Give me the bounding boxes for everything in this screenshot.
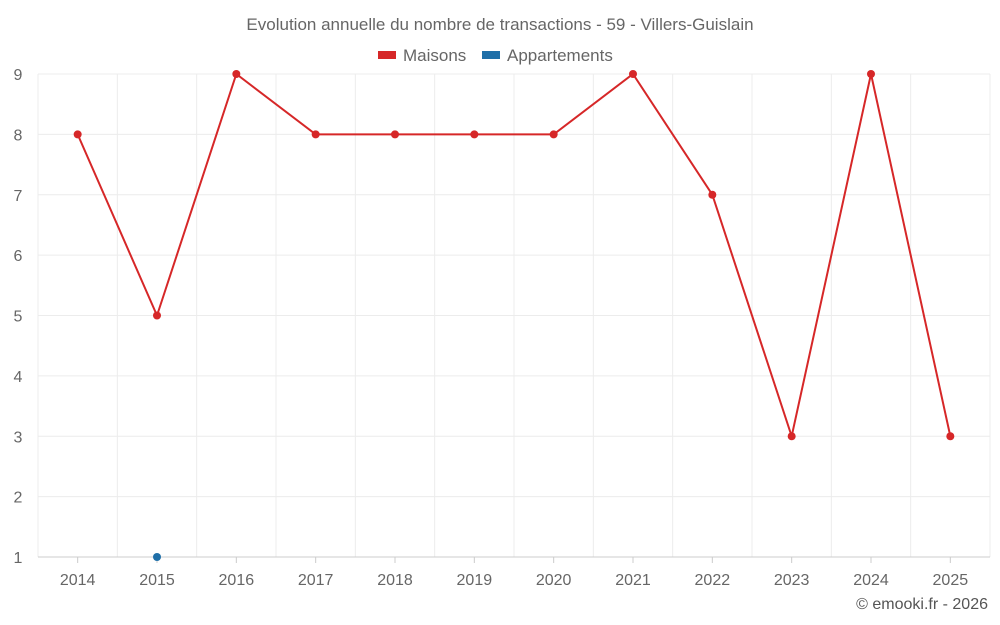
chart-axes <box>38 556 990 563</box>
legend-swatch <box>378 51 396 59</box>
y-tick-label: 1 <box>14 550 23 567</box>
x-tick-label: 2023 <box>774 572 810 589</box>
y-axis-ticks: 1 2 3 4 5 6 7 8 9 <box>14 67 23 567</box>
y-tick-label: 2 <box>14 490 23 507</box>
y-tick-label: 8 <box>14 127 23 144</box>
y-tick-label: 4 <box>14 369 23 386</box>
y-tick-label: 9 <box>14 67 23 84</box>
legend-label: Appartements <box>507 46 613 65</box>
data-point[interactable] <box>946 432 955 441</box>
x-tick-label: 2020 <box>536 572 572 589</box>
y-tick-label: 5 <box>14 309 23 326</box>
x-tick-label: 2021 <box>615 572 651 589</box>
legend-label: Maisons <box>403 46 466 65</box>
x-tick-label: 2017 <box>298 572 334 589</box>
data-point[interactable] <box>311 130 320 139</box>
legend-item-appartements[interactable]: Appartements <box>482 46 613 65</box>
chart-legend: Maisons Appartements <box>378 46 613 65</box>
x-axis-ticks: 2014 2015 2016 2017 2018 2019 2020 2021 2022 2023… <box>60 572 968 589</box>
x-tick-label: 2025 <box>933 572 969 589</box>
y-tick-label: 7 <box>14 188 23 205</box>
y-tick-label: 3 <box>14 429 23 446</box>
data-point[interactable] <box>629 70 637 78</box>
legend-swatch <box>482 51 500 59</box>
data-point[interactable] <box>787 432 796 441</box>
chart-series <box>73 70 955 561</box>
data-point[interactable] <box>391 130 399 139</box>
data-point[interactable] <box>153 553 161 561</box>
data-point[interactable] <box>232 70 241 78</box>
credit-text: © emooki.fr - 2026 <box>856 596 988 613</box>
x-tick-label: 2016 <box>219 572 255 589</box>
x-tick-label: 2014 <box>60 572 96 589</box>
series-maisons <box>73 70 955 441</box>
x-tick-label: 2018 <box>377 572 413 589</box>
x-tick-label: 2015 <box>139 572 175 589</box>
x-tick-label: 2019 <box>457 572 493 589</box>
x-tick-label: 2024 <box>853 572 889 589</box>
y-tick-label: 6 <box>14 248 23 265</box>
data-point[interactable] <box>470 130 479 139</box>
legend-item-maisons[interactable]: Maisons <box>378 46 466 65</box>
data-point[interactable] <box>153 311 161 320</box>
series-line <box>76 72 952 441</box>
data-point[interactable] <box>708 190 717 199</box>
data-point[interactable] <box>549 130 558 139</box>
x-tick-label: 2022 <box>695 572 731 589</box>
chart-title: Evolution annuelle du nombre de transact… <box>246 15 753 34</box>
data-point[interactable] <box>73 130 82 139</box>
grid-lines <box>37 73 991 558</box>
series-appartements <box>153 553 161 561</box>
data-point[interactable] <box>867 70 875 78</box>
